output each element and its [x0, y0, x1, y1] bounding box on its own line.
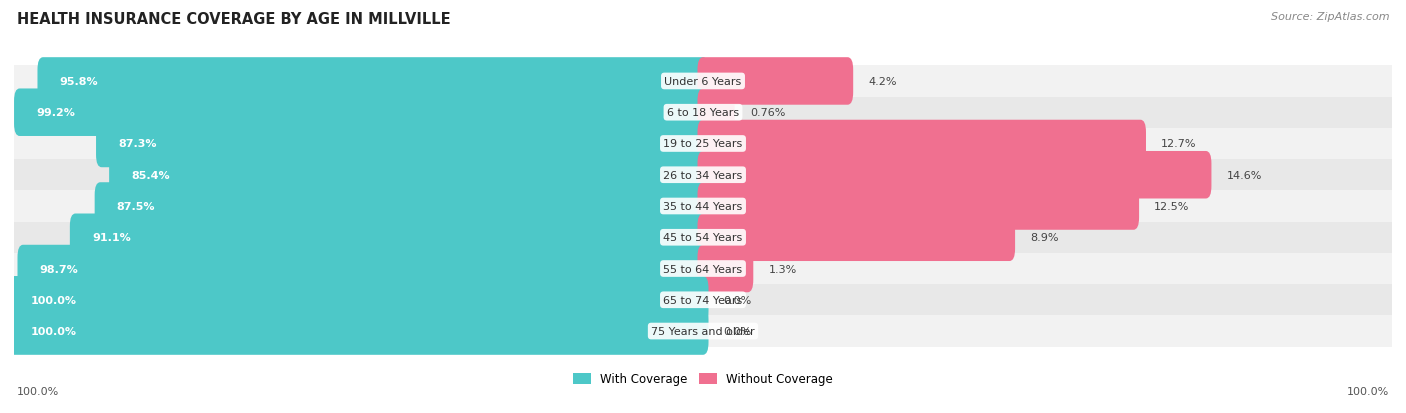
FancyBboxPatch shape: [697, 214, 1015, 261]
Text: 87.5%: 87.5%: [117, 202, 155, 211]
FancyBboxPatch shape: [8, 308, 709, 355]
FancyBboxPatch shape: [697, 245, 754, 292]
Text: 4.2%: 4.2%: [869, 77, 897, 87]
Text: 75 Years and older: 75 Years and older: [651, 326, 755, 336]
FancyBboxPatch shape: [14, 89, 709, 137]
Text: Under 6 Years: Under 6 Years: [665, 77, 741, 87]
Bar: [14, 97, 1392, 128]
Text: Source: ZipAtlas.com: Source: ZipAtlas.com: [1271, 12, 1389, 22]
Text: 14.6%: 14.6%: [1226, 170, 1263, 180]
FancyBboxPatch shape: [697, 58, 853, 105]
Bar: [14, 66, 1392, 97]
Bar: [14, 253, 1392, 285]
Text: 100.0%: 100.0%: [31, 295, 76, 305]
Bar: [14, 222, 1392, 253]
Text: 95.8%: 95.8%: [59, 77, 98, 87]
Bar: [14, 160, 1392, 191]
FancyBboxPatch shape: [17, 245, 709, 292]
Text: 0.76%: 0.76%: [749, 108, 785, 118]
FancyBboxPatch shape: [697, 183, 1139, 230]
Text: 65 to 74 Years: 65 to 74 Years: [664, 295, 742, 305]
Text: 91.1%: 91.1%: [91, 233, 131, 243]
Text: 55 to 64 Years: 55 to 64 Years: [664, 264, 742, 274]
Legend: With Coverage, Without Coverage: With Coverage, Without Coverage: [568, 368, 838, 390]
FancyBboxPatch shape: [110, 152, 709, 199]
Bar: [14, 191, 1392, 222]
FancyBboxPatch shape: [96, 121, 709, 168]
Text: 87.3%: 87.3%: [118, 139, 156, 149]
FancyBboxPatch shape: [697, 89, 735, 137]
Text: 100.0%: 100.0%: [31, 326, 76, 336]
Text: 1.3%: 1.3%: [769, 264, 797, 274]
Bar: [14, 285, 1392, 316]
FancyBboxPatch shape: [94, 183, 709, 230]
FancyBboxPatch shape: [697, 121, 1146, 168]
Text: 98.7%: 98.7%: [39, 264, 79, 274]
Text: 19 to 25 Years: 19 to 25 Years: [664, 139, 742, 149]
Text: 12.5%: 12.5%: [1154, 202, 1189, 211]
Text: 0.0%: 0.0%: [724, 326, 752, 336]
FancyBboxPatch shape: [8, 276, 709, 324]
Text: 0.0%: 0.0%: [724, 295, 752, 305]
Text: 8.9%: 8.9%: [1031, 233, 1059, 243]
Text: 12.7%: 12.7%: [1161, 139, 1197, 149]
Text: 100.0%: 100.0%: [17, 387, 59, 396]
Text: 99.2%: 99.2%: [37, 108, 75, 118]
Bar: [14, 128, 1392, 160]
Text: 35 to 44 Years: 35 to 44 Years: [664, 202, 742, 211]
Text: 26 to 34 Years: 26 to 34 Years: [664, 170, 742, 180]
Text: HEALTH INSURANCE COVERAGE BY AGE IN MILLVILLE: HEALTH INSURANCE COVERAGE BY AGE IN MILL…: [17, 12, 450, 27]
Text: 85.4%: 85.4%: [131, 170, 170, 180]
FancyBboxPatch shape: [38, 58, 709, 105]
Text: 45 to 54 Years: 45 to 54 Years: [664, 233, 742, 243]
Text: 6 to 18 Years: 6 to 18 Years: [666, 108, 740, 118]
FancyBboxPatch shape: [697, 152, 1212, 199]
FancyBboxPatch shape: [70, 214, 709, 261]
Text: 100.0%: 100.0%: [1347, 387, 1389, 396]
Bar: [14, 316, 1392, 347]
